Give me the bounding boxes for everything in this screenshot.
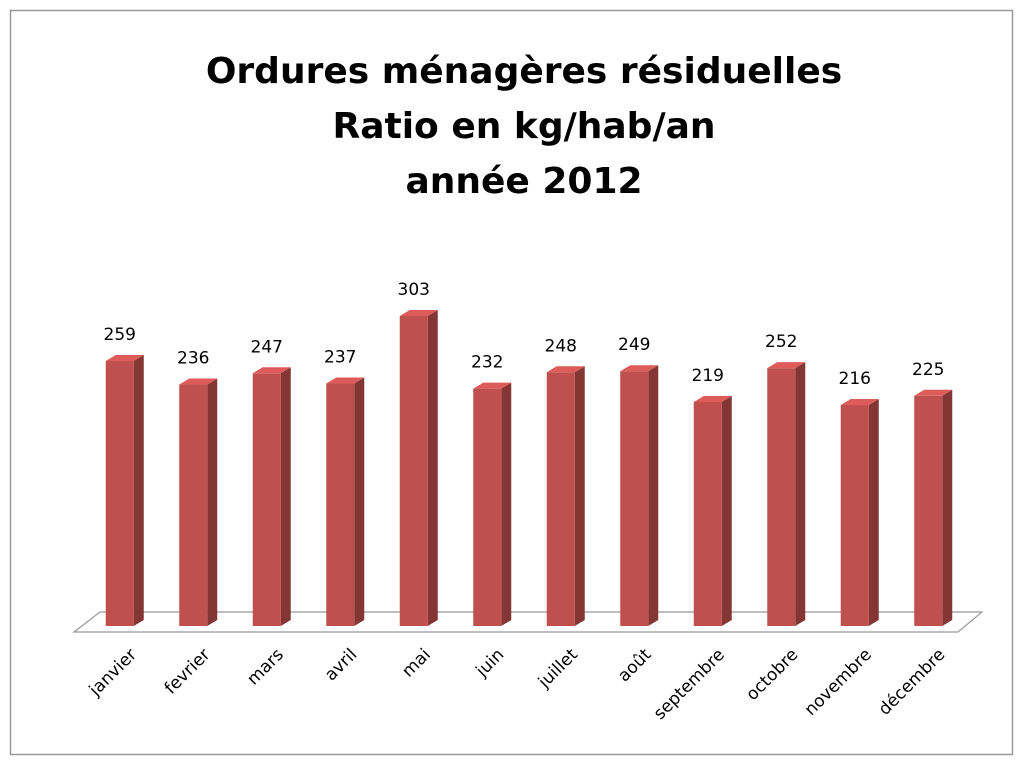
bar-front — [840, 405, 869, 626]
bar — [914, 389, 953, 626]
bar-side — [133, 355, 144, 626]
bar-top — [473, 382, 512, 389]
bar-top — [840, 399, 879, 406]
bar — [693, 395, 732, 626]
bar — [252, 367, 291, 626]
bar-top — [767, 362, 806, 369]
bar-side — [795, 362, 806, 626]
bar — [546, 366, 585, 626]
data-label: 236 — [177, 349, 209, 369]
bar-front — [767, 368, 796, 626]
bar-side — [501, 382, 512, 626]
bar-front — [252, 373, 281, 626]
bar-side — [207, 378, 218, 626]
bar-side — [868, 399, 879, 626]
bar — [473, 382, 512, 626]
bar-side — [721, 395, 732, 626]
data-label: 232 — [471, 353, 503, 373]
bar-side — [280, 367, 291, 626]
bar-top — [326, 377, 365, 384]
data-label: 252 — [765, 332, 797, 352]
bar — [840, 399, 879, 626]
bar — [399, 310, 438, 626]
bar-side — [427, 310, 438, 626]
data-label: 248 — [545, 336, 577, 356]
bar-top — [914, 389, 953, 396]
data-label: 225 — [912, 360, 944, 380]
bar-top — [693, 395, 732, 402]
bar-front — [546, 372, 575, 626]
bar-front — [399, 316, 428, 626]
data-label: 216 — [839, 369, 871, 389]
bar-side — [574, 366, 585, 626]
bar-top — [620, 365, 659, 372]
data-label: 237 — [324, 348, 356, 368]
bar-front — [105, 361, 134, 626]
bar-front — [326, 383, 355, 626]
bar-front — [473, 388, 502, 626]
bar-top — [399, 310, 438, 316]
bar-top — [179, 378, 218, 385]
bar — [105, 355, 144, 626]
bar-top — [546, 366, 585, 373]
chart-title: Ratio en kg/hab/an — [332, 106, 715, 147]
bar — [179, 378, 218, 626]
bar — [326, 377, 365, 626]
data-label: 219 — [692, 366, 724, 386]
data-label: 249 — [618, 335, 650, 355]
data-label: 259 — [104, 325, 136, 345]
bar-top — [252, 367, 291, 374]
bar — [620, 365, 659, 626]
data-label: 247 — [251, 337, 283, 357]
floor — [72, 611, 984, 633]
chart-title: Ordures ménagères résiduelles — [206, 51, 842, 92]
bar-side — [648, 365, 659, 626]
bar-front — [693, 401, 722, 626]
bar-front — [914, 395, 943, 626]
bar-side — [942, 389, 953, 626]
bar — [767, 362, 806, 626]
bar-side — [354, 377, 365, 626]
bar-top — [105, 355, 144, 362]
bar-front — [620, 371, 649, 626]
chart-title: année 2012 — [405, 161, 642, 202]
bar-front — [179, 384, 208, 626]
data-label: 303 — [398, 280, 430, 300]
